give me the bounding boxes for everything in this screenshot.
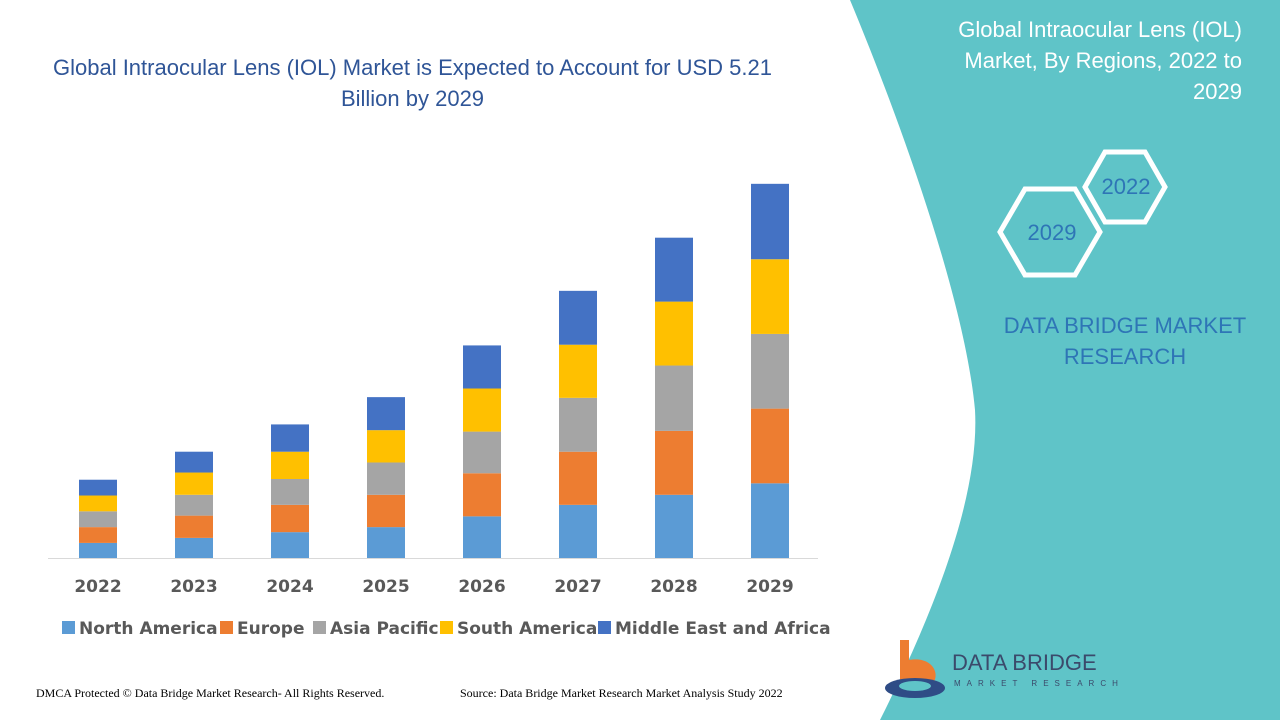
bar-segment	[751, 259, 789, 334]
bar-segment	[655, 301, 693, 366]
legend-swatch	[62, 621, 75, 634]
bar-segment	[463, 473, 501, 517]
bar-segment	[559, 290, 597, 345]
legend-label: Europe	[237, 619, 304, 639]
legend-label: Middle East and Africa	[615, 619, 831, 639]
legend-swatch	[440, 621, 453, 634]
bar-segment	[271, 504, 309, 533]
chart-title: Global Intraocular Lens (IOL) Market is …	[52, 55, 772, 111]
bar-segment	[175, 451, 213, 473]
hexagon	[1082, 149, 1168, 225]
logo-name: DATA BRIDGE	[952, 650, 1097, 675]
hexagon-label: 2029	[1028, 220, 1077, 245]
bar-segment	[463, 345, 501, 389]
bar-segment	[175, 515, 213, 538]
panel-bg	[850, 0, 1280, 720]
hexagon	[997, 186, 1103, 278]
x-tick-label: 2027	[554, 577, 601, 597]
bar-segment	[559, 504, 597, 558]
bar-segment	[271, 532, 309, 558]
x-tick-label: 2022	[74, 577, 121, 597]
legend-label: Asia Pacific	[330, 619, 439, 639]
x-tick-label: 2028	[650, 577, 697, 597]
bar-segment	[655, 365, 693, 431]
panel-title: Global Intraocular Lens (IOL) Market, By…	[958, 17, 1242, 104]
copyright: DMCA Protected © Data Bridge Market Rese…	[36, 686, 384, 700]
bar-segment	[751, 333, 789, 409]
bar-segment	[175, 537, 213, 558]
bar-segment	[655, 237, 693, 302]
bar-segment	[79, 479, 117, 496]
x-tick-label: 2029	[746, 577, 793, 597]
legend-swatch	[598, 621, 611, 634]
x-tick-label: 2024	[266, 577, 313, 597]
bar-segment	[367, 494, 405, 528]
hexagon-label: 2022	[1102, 174, 1151, 199]
legend-label: South America	[457, 619, 597, 639]
bar-segment	[367, 397, 405, 431]
bar-segment	[367, 527, 405, 558]
bar-segment	[175, 494, 213, 516]
bar-segment	[655, 430, 693, 495]
x-tick-label: 2026	[458, 577, 505, 597]
bar-segment	[463, 388, 501, 432]
bar-segment	[367, 462, 405, 495]
logo-tagline: MARKET RESEARCH	[954, 679, 1124, 688]
bar-segment	[751, 183, 789, 260]
legend-label: North America	[79, 619, 218, 639]
bar-segment	[367, 430, 405, 463]
legend-swatch	[220, 621, 233, 634]
logo	[885, 640, 945, 698]
bar-segment	[79, 542, 117, 558]
bar-segment	[463, 516, 501, 558]
logo-shape	[900, 640, 909, 690]
bar-segment	[751, 483, 789, 558]
x-tick-label: 2025	[362, 577, 409, 597]
bar-segment	[271, 479, 309, 505]
bar-segment	[559, 344, 597, 398]
bar-segment	[463, 431, 501, 474]
legend-swatch	[313, 621, 326, 634]
bar-segment	[655, 494, 693, 558]
x-tick-label: 2023	[170, 577, 217, 597]
bar-segment	[79, 527, 117, 543]
bar-segment	[79, 495, 117, 512]
bar-segment	[559, 451, 597, 505]
bar-segment	[271, 424, 309, 452]
source: Source: Data Bridge Market Research Mark…	[460, 686, 783, 700]
bar-segment	[271, 451, 309, 479]
brand: DATA BRIDGE MARKET RESEARCH	[1003, 313, 1247, 369]
bar-segment	[175, 472, 213, 495]
logo-shape	[899, 681, 931, 691]
bar-segment	[79, 511, 117, 528]
bar-segment	[559, 397, 597, 452]
bar-segment	[751, 408, 789, 484]
